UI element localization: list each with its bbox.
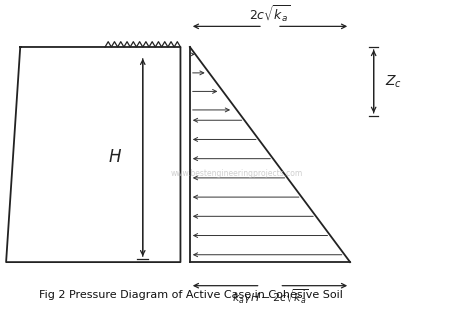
Text: $2c\sqrt{k_a}$: $2c\sqrt{k_a}$ [249, 4, 291, 25]
Text: Fig 2 Pressure Diagram of Active Case in Cohesive Soil: Fig 2 Pressure Diagram of Active Case in… [39, 290, 343, 300]
Text: H: H [108, 148, 121, 166]
Text: $Z_c$: $Z_c$ [385, 73, 402, 90]
Text: www.bestengineeringprojects.com: www.bestengineeringprojects.com [171, 169, 303, 178]
Text: $k_a\gamma H-2c\sqrt{k_a}$: $k_a\gamma H-2c\sqrt{k_a}$ [232, 287, 308, 306]
